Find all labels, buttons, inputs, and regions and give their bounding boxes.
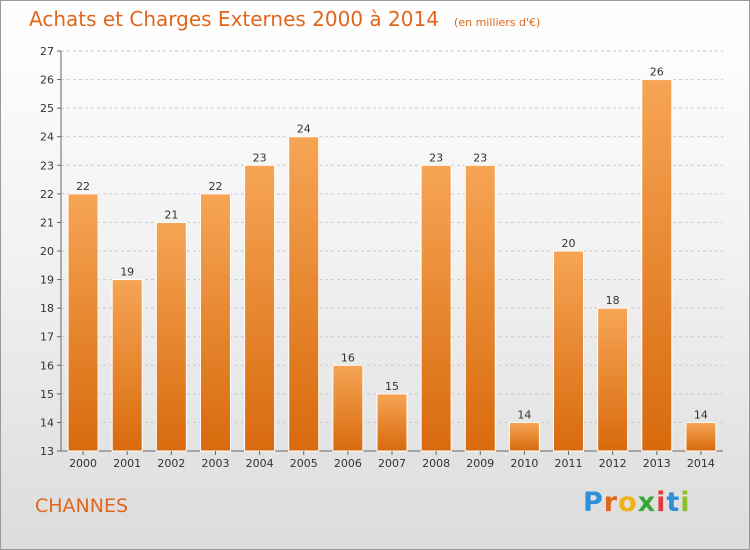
bar [508, 421, 540, 452]
x-tick-label: 2011 [555, 457, 583, 470]
logo-letter: i [680, 487, 691, 518]
bar [420, 164, 452, 452]
bar [376, 393, 408, 452]
bar-value-label: 15 [385, 380, 399, 393]
y-tick-label: 21 [40, 216, 54, 229]
x-tick-label: 2003 [201, 457, 229, 470]
logo-letter: P [583, 487, 604, 518]
x-tick-label: 2014 [687, 457, 715, 470]
x-tick-label: 2010 [510, 457, 538, 470]
x-tick-label: 2009 [466, 457, 494, 470]
x-tick-label: 2006 [334, 457, 362, 470]
logo-letter: x [637, 487, 657, 518]
bar [199, 193, 231, 452]
x-tick-label: 2013 [643, 457, 671, 470]
bar-value-label: 22 [208, 180, 222, 193]
bar-value-label: 26 [650, 66, 664, 79]
bar [685, 421, 717, 452]
bar-value-label: 19 [120, 266, 134, 279]
place-name: CHANNES [35, 495, 129, 517]
y-tick-label: 20 [40, 245, 54, 258]
y-tick-label: 25 [40, 102, 54, 115]
bar [597, 307, 629, 452]
y-tick-label: 24 [40, 131, 54, 144]
bar [288, 136, 320, 452]
proxiti-logo: Proxiti [583, 487, 691, 518]
x-tick-label: 2004 [246, 457, 274, 470]
y-tick-label: 14 [40, 416, 54, 429]
chart-title: Achats et Charges Externes 2000 à 2014 [29, 7, 439, 31]
x-tick-label: 2007 [378, 457, 406, 470]
y-tick-label: 16 [40, 359, 54, 372]
bar-value-label: 23 [473, 151, 487, 164]
x-tick-label: 2002 [157, 457, 185, 470]
bar-value-label: 14 [694, 408, 708, 421]
bar [244, 164, 276, 452]
x-tick-label: 2001 [113, 457, 141, 470]
bar-value-label: 18 [606, 294, 620, 307]
bar-value-label: 21 [164, 208, 178, 221]
y-tick-label: 26 [40, 74, 54, 87]
bar [641, 79, 673, 452]
y-tick-label: 23 [40, 159, 54, 172]
logo-letter: r [603, 487, 619, 518]
y-tick-label: 18 [40, 302, 54, 315]
x-tick-label: 2012 [599, 457, 627, 470]
y-tick-label: 19 [40, 274, 54, 287]
bar [332, 364, 364, 452]
chart-subtitle: (en milliers d'€) [454, 16, 541, 29]
bar-value-label: 24 [297, 123, 311, 136]
bar-value-label: 14 [517, 408, 531, 421]
y-tick-label: 15 [40, 388, 54, 401]
bar-value-label: 16 [341, 351, 355, 364]
bar [464, 164, 496, 452]
bar [553, 250, 585, 452]
bar-value-label: 23 [253, 151, 267, 164]
bar [155, 221, 187, 452]
x-tick-label: 2008 [422, 457, 450, 470]
x-tick-label: 2005 [290, 457, 318, 470]
logo-letter: o [618, 487, 638, 518]
y-tick-label: 13 [40, 445, 54, 458]
logo-letter: t [666, 487, 681, 518]
y-tick-label: 17 [40, 331, 54, 344]
y-tick-label: 27 [40, 45, 54, 58]
bar-value-label: 22 [76, 180, 90, 193]
bar-value-label: 20 [562, 237, 576, 250]
bar-value-label: 23 [429, 151, 443, 164]
y-tick-label: 22 [40, 188, 54, 201]
bar [111, 279, 143, 452]
x-tick-label: 2000 [69, 457, 97, 470]
logo-letter: i [656, 487, 667, 518]
bar [67, 193, 99, 452]
chart-title-group: Achats et Charges Externes 2000 à 2014 (… [29, 7, 540, 31]
